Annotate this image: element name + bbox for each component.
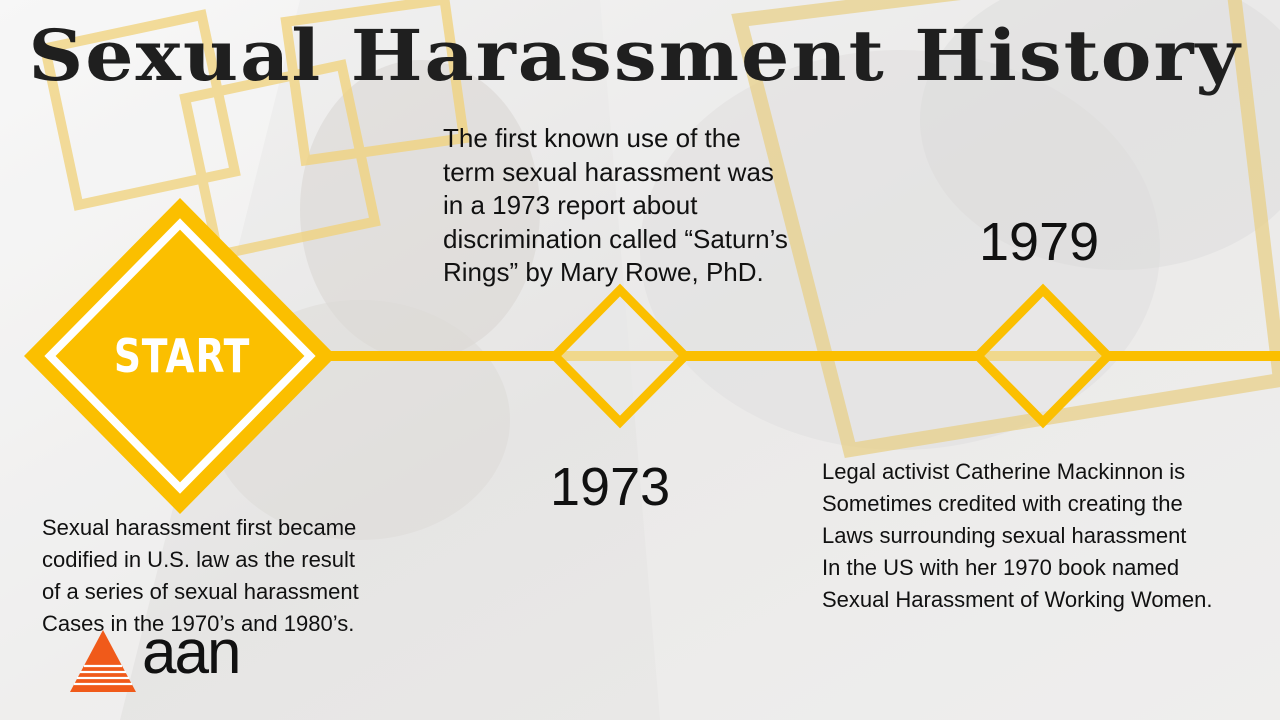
text-line: codified in U.S. law as the result <box>42 547 356 572</box>
text-line: term sexual harassment was <box>443 156 774 187</box>
text-line: Cases in the 1970’s and 1980’s. <box>42 611 355 636</box>
decor-frame-large <box>731 0 1280 458</box>
start-diamond-ring <box>44 218 316 494</box>
text-line: Rings” by Mary Rowe, PhD. <box>443 257 764 287</box>
text-line: of a series of sexual harassment <box>42 579 359 604</box>
start-diamond-outer <box>24 198 336 514</box>
marker-1973-diamond <box>548 283 692 429</box>
timeline-line <box>300 351 1280 361</box>
text-line: Sometimes credited with creating the <box>822 491 1183 516</box>
logo-text: aan <box>142 618 241 687</box>
milestone-1973-text: The first known use of the term sexual h… <box>443 122 788 290</box>
milestone-1979-text: Legal activist Catherine Mackinnon is So… <box>822 456 1212 616</box>
start-label: START <box>113 329 251 383</box>
start-text: Sexual harassment first became codified … <box>42 512 359 640</box>
text-line: Laws surrounding sexual harassment <box>822 523 1187 548</box>
text-line: discrimination called “Saturn’s <box>443 223 788 254</box>
slide-title: Sexual Harassment History <box>28 14 1242 97</box>
text-line: in a 1973 report about <box>443 190 698 220</box>
text-line: Sexual Harassment of Working Women. <box>822 587 1213 612</box>
text-line: Sexual harassment first became <box>42 515 357 540</box>
marker-1979-diamond <box>971 283 1115 429</box>
year-1979: 1979 <box>979 212 1100 272</box>
decor-frame <box>179 59 381 261</box>
text-line: The first known use of the <box>443 123 741 153</box>
text-line: In the US with her 1970 book named <box>822 555 1180 580</box>
aan-logo-icon <box>70 630 136 692</box>
year-1973: 1973 <box>550 457 671 517</box>
decor-frame <box>280 0 470 167</box>
text-line: Legal activist Catherine Mackinnon is <box>822 459 1186 484</box>
